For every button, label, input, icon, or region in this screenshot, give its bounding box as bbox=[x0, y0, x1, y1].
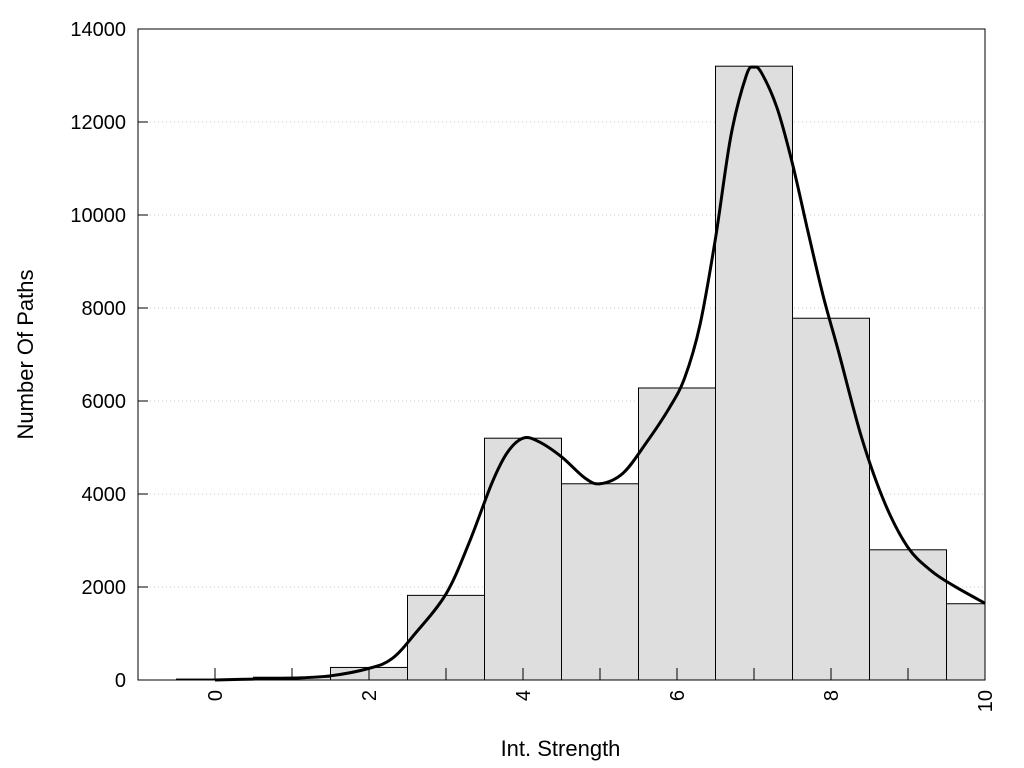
x-axis-ticks: 0 2 4 6 8 10 bbox=[205, 668, 997, 712]
histogram-bars bbox=[176, 65, 986, 681]
y-tick-label: 0 bbox=[115, 670, 126, 692]
y-tick-label: 12000 bbox=[70, 112, 126, 134]
plot-frame bbox=[137, 28, 986, 681]
y-tick-label: 2000 bbox=[82, 577, 127, 599]
y-tick-label: 10000 bbox=[70, 205, 126, 227]
x-tick-label: 6 bbox=[667, 690, 689, 701]
x-tick-label: 2 bbox=[359, 690, 381, 701]
density-curve bbox=[214, 65, 986, 682]
x-tick-label: 4 bbox=[513, 690, 535, 701]
y-tick-label: 8000 bbox=[82, 298, 127, 320]
histogram-bar bbox=[792, 317, 870, 681]
x-tick-label: 10 bbox=[975, 690, 997, 712]
y-axis-title: Number Of Paths bbox=[13, 270, 38, 440]
histogram-bar bbox=[638, 387, 716, 681]
y-tick-label: 14000 bbox=[70, 19, 126, 41]
y-tick-label: 4000 bbox=[82, 484, 127, 506]
histogram-bar bbox=[869, 549, 947, 681]
y-tick-label: 6000 bbox=[82, 391, 127, 413]
histogram-bar bbox=[946, 603, 986, 681]
x-tick-label: 8 bbox=[821, 690, 843, 701]
histogram-bar bbox=[407, 594, 485, 681]
histogram-bar bbox=[715, 65, 793, 681]
histogram-bar bbox=[561, 483, 639, 681]
x-tick-label: 0 bbox=[205, 690, 227, 701]
y-axis-ticks: 0 2000 4000 6000 8000 10000 12000 14000 bbox=[70, 19, 148, 692]
x-axis-title: Int. Strength bbox=[501, 736, 621, 761]
